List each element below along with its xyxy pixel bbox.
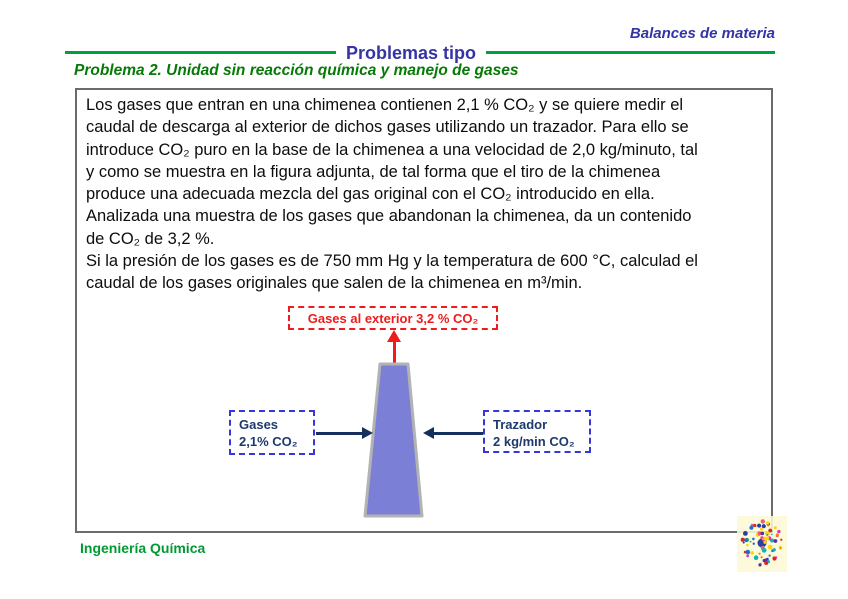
section-title: Problemas tipo — [336, 43, 487, 64]
chimney-icon — [361, 361, 425, 519]
tracer-stream-label: Trazador 2 kg/min CO₂ — [483, 410, 591, 453]
tracer-arrow-shaft — [433, 432, 483, 435]
feed-stream-label: Gases 2,1% CO₂ — [229, 410, 315, 455]
problem-text-line: Si la presión de los gases es de 750 mm … — [86, 252, 698, 271]
problem-statement-text: Los gases que entran en una chimenea con… — [86, 94, 698, 295]
course-title: Balances de materia — [629, 25, 775, 42]
problem-text-line: y como se muestra en la figura adjunta, … — [86, 162, 661, 181]
problem-title: Problema 2. Unidad sin reacción química … — [74, 62, 519, 79]
problem-text-line: caudal de los gases originales que salen… — [86, 274, 583, 293]
problem-text-line: Los gases que entran en una chimenea con… — [86, 96, 684, 114]
feed-arrow-shaft — [316, 432, 363, 435]
outlet-arrow-up-icon — [387, 330, 401, 342]
feed-label-line2: 2,1% CO₂ — [239, 434, 298, 449]
university-seal-logo — [737, 516, 787, 572]
outlet-stream-label: Gases al exterior 3,2 % CO₂ — [288, 306, 498, 330]
problem-text-line: de CO₂ de 3,2 %. — [86, 229, 215, 248]
outlet-arrow-shaft — [393, 340, 396, 364]
problem-text-line: produce una adecuada mezcla del gas orig… — [86, 185, 655, 204]
problem-text-line: caudal de descarga al exterior de dichos… — [86, 118, 689, 137]
feed-arrow-right-icon — [362, 427, 373, 439]
tracer-label-line1: Trazador — [493, 417, 548, 432]
feed-label-line1: Gases — [239, 417, 279, 432]
problem-statement-box: Los gases que entran en una chimenea con… — [75, 88, 773, 533]
problem-text-line: Analizada una muestra de los gases que a… — [86, 207, 692, 226]
footer-department: Ingeniería Química — [80, 540, 206, 556]
tracer-arrow-left-icon — [423, 427, 434, 439]
problem-text-line: introduce CO₂ puro en la base de la chim… — [86, 140, 698, 159]
tracer-label-line2: 2 kg/min CO₂ — [493, 434, 575, 449]
